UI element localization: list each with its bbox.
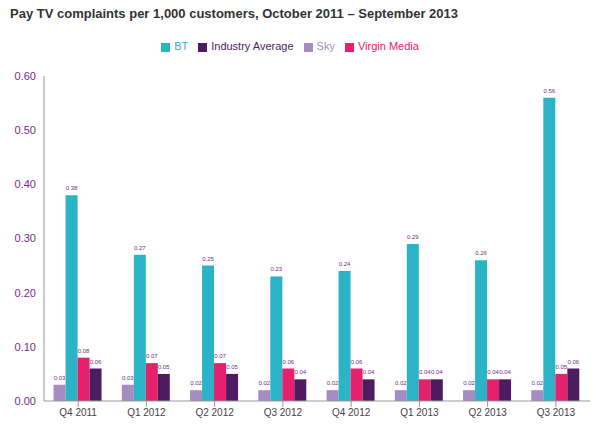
svg-text:0.50: 0.50: [15, 124, 36, 136]
svg-text:0.02: 0.02: [531, 380, 543, 386]
svg-text:Q3 2012: Q3 2012: [264, 407, 303, 418]
svg-text:0.60: 0.60: [15, 70, 36, 82]
svg-text:0.06: 0.06: [351, 359, 363, 365]
html-text:Industry Average: Industry Average: [211, 40, 294, 52]
svg-text:0.06: 0.06: [90, 359, 102, 365]
svg-text:0.30: 0.30: [15, 232, 36, 244]
svg-text:0.07: 0.07: [214, 353, 226, 359]
svg-text:0.23: 0.23: [270, 266, 282, 272]
svg-text:Q3 2013: Q3 2013: [537, 407, 576, 418]
svg-text:0.24: 0.24: [339, 261, 351, 267]
svg-text:0.02: 0.02: [190, 380, 202, 386]
svg-text:0.06: 0.06: [282, 359, 294, 365]
svg-text:0.56: 0.56: [543, 88, 555, 94]
html-text:Sky: Sky: [316, 40, 335, 52]
svg-text:0.29: 0.29: [407, 234, 419, 240]
svg-text:Q1 2012: Q1 2012: [127, 407, 166, 418]
svg-text:0.03: 0.03: [122, 375, 134, 381]
svg-text:Q4 2011: Q4 2011: [59, 407, 97, 418]
svg-text:0.04: 0.04: [294, 369, 306, 375]
svg-text:0.40: 0.40: [15, 178, 36, 190]
html-text:Virgin Media: Virgin Media: [357, 40, 419, 52]
html-text:BT: BT: [174, 40, 189, 52]
svg-text:0.20: 0.20: [15, 287, 36, 299]
svg-text:0.25: 0.25: [202, 256, 214, 262]
svg-text:0.02: 0.02: [463, 380, 475, 386]
svg-text:0.03: 0.03: [54, 375, 66, 381]
svg-text:Q2 2013: Q2 2013: [468, 407, 507, 418]
svg-text:0.07: 0.07: [146, 353, 158, 359]
svg-text:0.26: 0.26: [475, 250, 487, 256]
svg-text:0.06: 0.06: [567, 359, 579, 365]
svg-text:0.10: 0.10: [15, 341, 36, 353]
svg-text:Q4 2012: Q4 2012: [332, 407, 371, 418]
svg-text:Q1 2013: Q1 2013: [400, 407, 439, 418]
svg-text:0.04: 0.04: [431, 369, 443, 375]
svg-text:0.38: 0.38: [66, 185, 78, 191]
svg-text:0.05: 0.05: [226, 364, 238, 370]
html-text:Pay TV complaints per 1,000 cu: Pay TV complaints per 1,000 customers, O…: [10, 6, 458, 21]
svg-text:0.27: 0.27: [134, 245, 146, 251]
svg-text:0.00: 0.00: [15, 395, 36, 407]
svg-text:Q2 2012: Q2 2012: [195, 407, 234, 418]
svg-text:0.04: 0.04: [419, 369, 431, 375]
svg-text:0.04: 0.04: [363, 369, 375, 375]
svg-text:0.04: 0.04: [499, 369, 511, 375]
svg-text:0.05: 0.05: [158, 364, 170, 370]
svg-text:0.02: 0.02: [327, 380, 339, 386]
svg-text:0.02: 0.02: [258, 380, 270, 386]
svg-text:0.05: 0.05: [555, 364, 567, 370]
svg-text:0.04: 0.04: [487, 369, 499, 375]
svg-text:0.08: 0.08: [78, 348, 90, 354]
svg-text:0.02: 0.02: [395, 380, 407, 386]
